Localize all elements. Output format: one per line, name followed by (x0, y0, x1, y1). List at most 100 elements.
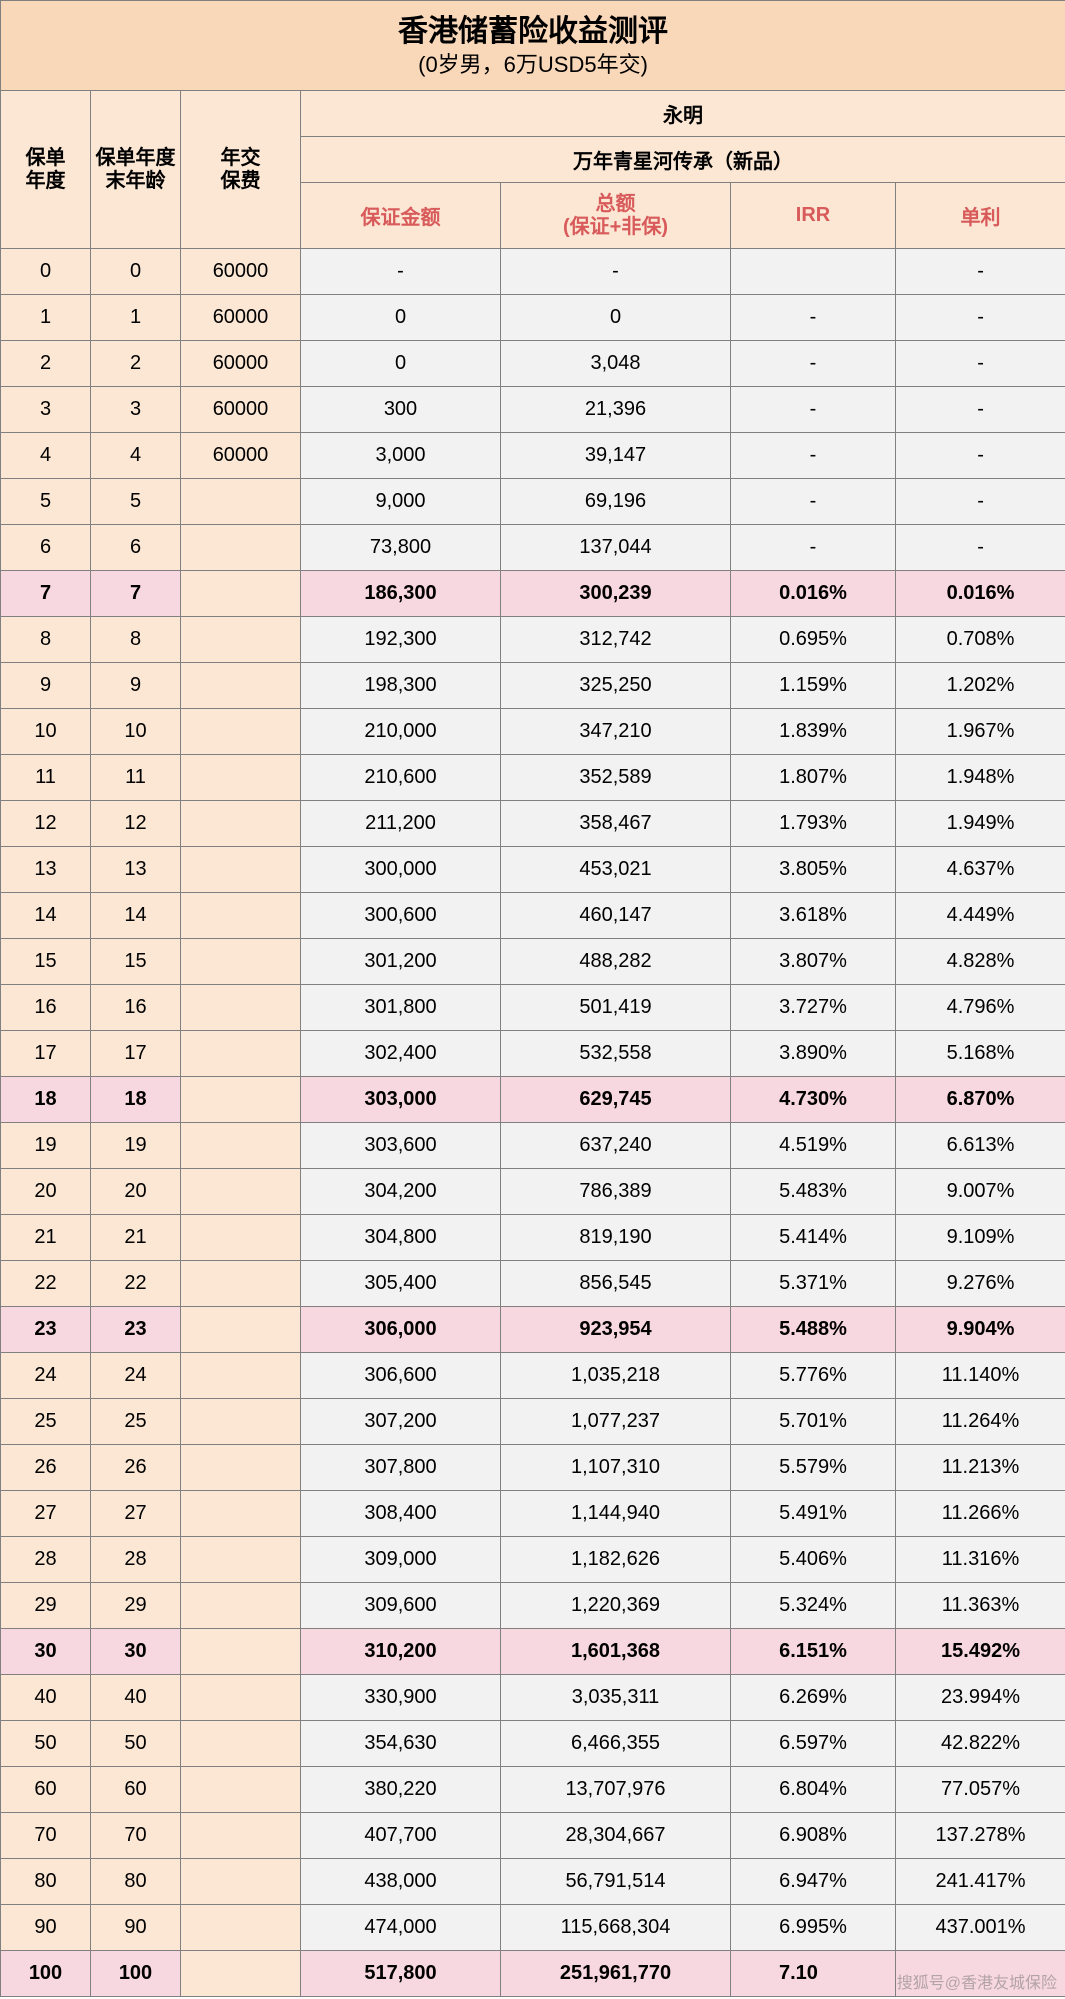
cell-total: - (501, 249, 731, 295)
metric-guaranteed: 保证金额 (301, 183, 501, 249)
cell-guaranteed: 306,600 (301, 1353, 501, 1399)
cell-premium (181, 1353, 301, 1399)
cell-total: 856,545 (501, 1261, 731, 1307)
cell-irr: 5.324% (731, 1583, 896, 1629)
cell-age: 3 (91, 387, 181, 433)
cell-year: 100 (1, 1951, 91, 1997)
cell-guaranteed: 300 (301, 387, 501, 433)
table-row: 2424306,6001,035,2185.776%11.140% (1, 1353, 1065, 1399)
cell-irr: 6.269% (731, 1675, 896, 1721)
cell-year: 15 (1, 939, 91, 985)
cell-irr: 6.908% (731, 1813, 896, 1859)
cell-guaranteed: 300,000 (301, 847, 501, 893)
cell-age: 60 (91, 1767, 181, 1813)
cell-premium (181, 1215, 301, 1261)
cell-premium (181, 571, 301, 617)
cell-simple: 1.202% (896, 663, 1065, 709)
cell-irr: 5.406% (731, 1537, 896, 1583)
table-row: 8080438,00056,791,5146.947%241.417% (1, 1859, 1065, 1905)
cell-guaranteed: 308,400 (301, 1491, 501, 1537)
cell-premium: 60000 (181, 433, 301, 479)
cell-premium (181, 1675, 301, 1721)
cell-irr: 5.414% (731, 1215, 896, 1261)
cell-year: 29 (1, 1583, 91, 1629)
cell-simple (896, 1951, 1065, 1997)
cell-year: 2 (1, 341, 91, 387)
cell-simple: 77.057% (896, 1767, 1065, 1813)
cell-simple: 5.168% (896, 1031, 1065, 1077)
table-row: 1616301,800501,4193.727%4.796% (1, 985, 1065, 1031)
cell-guaranteed: 301,200 (301, 939, 501, 985)
cell-guaranteed: 211,200 (301, 801, 501, 847)
cell-irr: 1.807% (731, 755, 896, 801)
cell-irr: 6.995% (731, 1905, 896, 1951)
cell-simple: 137.278% (896, 1813, 1065, 1859)
table-row: 1515301,200488,2823.807%4.828% (1, 939, 1065, 985)
table-row: 226000003,048-- (1, 341, 1065, 387)
cell-year: 19 (1, 1123, 91, 1169)
cell-simple: 11.363% (896, 1583, 1065, 1629)
table-row: 9090474,000115,668,3046.995%437.001% (1, 1905, 1065, 1951)
cell-total: 1,601,368 (501, 1629, 731, 1675)
cell-year: 26 (1, 1445, 91, 1491)
cell-age: 27 (91, 1491, 181, 1537)
cell-age: 2 (91, 341, 181, 387)
table-row: 1313300,000453,0213.805%4.637% (1, 847, 1065, 893)
cell-irr: 5.491% (731, 1491, 896, 1537)
cell-premium (181, 709, 301, 755)
cell-age: 4 (91, 433, 181, 479)
cell-irr: - (731, 433, 896, 479)
table-row: 5050354,6306,466,3556.597%42.822% (1, 1721, 1065, 1767)
cell-irr (731, 249, 896, 295)
cell-premium (181, 939, 301, 985)
cell-premium (181, 1951, 301, 1997)
cell-total: 39,147 (501, 433, 731, 479)
cell-premium (181, 1537, 301, 1583)
cell-irr: - (731, 341, 896, 387)
cell-year: 80 (1, 1859, 91, 1905)
cell-total: 312,742 (501, 617, 731, 663)
cell-simple: - (896, 295, 1065, 341)
cell-year: 24 (1, 1353, 91, 1399)
cell-total: 1,220,369 (501, 1583, 731, 1629)
table-row: 559,00069,196-- (1, 479, 1065, 525)
cell-total: 300,239 (501, 571, 731, 617)
cell-irr: 3.618% (731, 893, 896, 939)
cell-age: 24 (91, 1353, 181, 1399)
cell-irr: 3.805% (731, 847, 896, 893)
cell-total: 819,190 (501, 1215, 731, 1261)
cell-age: 17 (91, 1031, 181, 1077)
cell-total: 488,282 (501, 939, 731, 985)
cell-guaranteed: 210,600 (301, 755, 501, 801)
cell-year: 40 (1, 1675, 91, 1721)
cell-year: 4 (1, 433, 91, 479)
cell-total: 3,048 (501, 341, 731, 387)
table-row: 336000030021,396-- (1, 387, 1065, 433)
cell-year: 90 (1, 1905, 91, 1951)
cell-simple: 15.492% (896, 1629, 1065, 1675)
cell-year: 18 (1, 1077, 91, 1123)
metric-simple: 单利 (896, 183, 1065, 249)
product-header: 万年青星河传承（新品） (301, 137, 1065, 183)
cell-premium (181, 801, 301, 847)
cell-total: 532,558 (501, 1031, 731, 1077)
cell-total: 1,035,218 (501, 1353, 731, 1399)
cell-guaranteed: 354,630 (301, 1721, 501, 1767)
cell-simple: 4.828% (896, 939, 1065, 985)
cell-total: 637,240 (501, 1123, 731, 1169)
cell-simple: - (896, 525, 1065, 571)
cell-total: 347,210 (501, 709, 731, 755)
cell-premium (181, 1445, 301, 1491)
cell-guaranteed: 307,200 (301, 1399, 501, 1445)
cell-age: 50 (91, 1721, 181, 1767)
cell-year: 12 (1, 801, 91, 847)
cell-irr: 1.839% (731, 709, 896, 755)
cell-age: 12 (91, 801, 181, 847)
cell-total: 786,389 (501, 1169, 731, 1215)
cell-total: 923,954 (501, 1307, 731, 1353)
table-row: 6673,800137,044-- (1, 525, 1065, 571)
cell-irr: 5.701% (731, 1399, 896, 1445)
cell-year: 13 (1, 847, 91, 893)
cell-year: 1 (1, 295, 91, 341)
cell-year: 3 (1, 387, 91, 433)
